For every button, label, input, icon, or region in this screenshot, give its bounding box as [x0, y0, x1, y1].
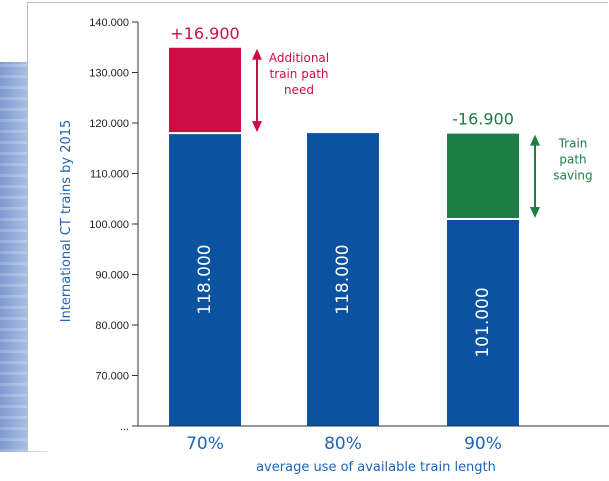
x-category-label: 80%	[324, 434, 362, 454]
bar-value-label: 101.000	[473, 287, 493, 357]
y-axis: 140.000 130.000 120.000 110.000 100.000 90.00…	[89, 17, 139, 433]
y-tick-label: 90.000	[95, 270, 129, 282]
arrow-head-down	[252, 121, 262, 133]
y-tick-label: 140.000	[89, 17, 129, 29]
bars: 118.000 70% 118.000 80% 101.000 90%	[169, 47, 519, 454]
annotation-text: train path	[269, 67, 328, 81]
annotation-text: Train	[558, 137, 588, 151]
arrow-head-up	[530, 134, 540, 146]
y-axis-title: International CT trains by 2015	[59, 120, 74, 323]
annotation-text: path	[559, 153, 586, 167]
y-tick-label: 80.000	[95, 320, 129, 332]
arrow-head-down	[530, 206, 540, 218]
annotation-text: Additional	[269, 51, 329, 65]
bar-value-label: 118.000	[195, 244, 215, 314]
delta-label: +16.900	[170, 24, 239, 43]
y-tick-label: 110.000	[90, 169, 129, 181]
bar-base	[307, 133, 379, 426]
x-axis-title: average use of available train length	[256, 460, 496, 475]
bar-base	[447, 218, 519, 426]
y-tick-label: 70.000	[95, 371, 129, 383]
annotation-text: need	[284, 83, 314, 97]
delta-label: -16.900	[452, 110, 514, 129]
y-tick-label: 100.000	[89, 219, 129, 231]
annotation-text: saving	[553, 169, 592, 183]
bar-extra-need	[169, 47, 241, 134]
y-tick-label: 120.000	[89, 118, 129, 130]
y-tick-label: ...	[120, 421, 129, 433]
y-tick-label: 130.000	[89, 68, 129, 80]
x-category-label: 90%	[464, 434, 502, 454]
annotations: +16.900 Additional train path need -16.900 Tr…	[170, 24, 593, 218]
bar-extra-saving	[447, 133, 519, 219]
x-category-label: 70%	[186, 434, 224, 454]
arrow-head-up	[252, 48, 262, 60]
bar-value-label: 118.000	[333, 244, 353, 314]
bar-base	[169, 133, 241, 426]
